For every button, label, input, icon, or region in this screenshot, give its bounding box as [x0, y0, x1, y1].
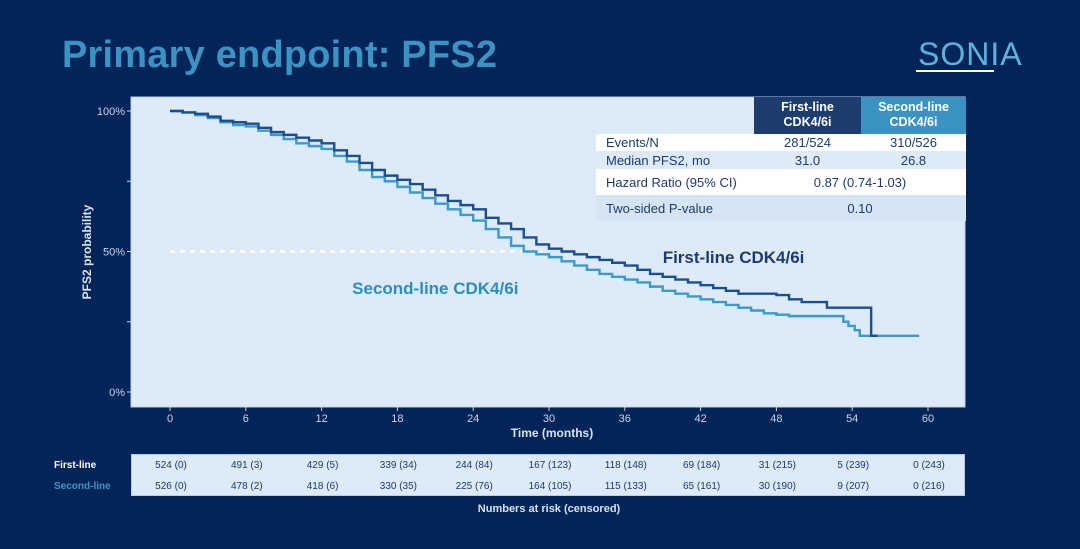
- risk-cell: 118 (148): [604, 460, 647, 471]
- risk-cell: 429 (5): [306, 460, 339, 471]
- risk-cell: 418 (6): [306, 481, 339, 492]
- y-tick-label: 50%: [103, 247, 125, 259]
- second-line-curve: [170, 109, 920, 337]
- risk-cell: 526 (0): [155, 481, 187, 492]
- risk-cell: 244 (84): [455, 460, 493, 471]
- stats-header-first-line: First-line CDK4/6i: [754, 97, 861, 134]
- y-axis: 0% 50% 100%: [97, 106, 131, 399]
- y-tick-label: 100%: [97, 106, 125, 118]
- stats-header-second-line-l1: Second-line: [878, 100, 949, 114]
- risk-cell: 491 (3): [230, 460, 263, 471]
- second-line-curve-label: Second-line CDK4/6i: [352, 279, 518, 298]
- stats-row-label: Hazard Ratio (95% CI): [606, 174, 737, 190]
- x-tick-label: 54: [846, 413, 858, 425]
- risk-cell: 478 (2): [230, 481, 263, 492]
- risk-cell: 69 (184): [682, 460, 721, 471]
- risk-cell: 164 (105): [528, 481, 572, 492]
- stats-row-p-value: Two-sided P-value 0.10: [596, 195, 966, 221]
- risk-cell: 65 (161): [682, 481, 721, 492]
- stats-row-hazard-ratio: Hazard Ratio (95% CI) 0.87 (0.74-1.03): [596, 169, 966, 195]
- stats-value-first: 281/524: [784, 135, 831, 150]
- risk-cell: 330 (35): [379, 481, 418, 492]
- first-line-curve: [170, 109, 878, 337]
- stats-header-second-line: Second-line CDK4/6i: [861, 97, 966, 134]
- stats-row-label: Two-sided P-value: [606, 200, 713, 216]
- risk-cell: 339 (34): [379, 460, 418, 471]
- risk-table-caption: Numbers at risk (censored): [477, 503, 621, 515]
- y-tick-label: 0%: [109, 387, 125, 399]
- logo-underline: [916, 70, 994, 72]
- x-tick-label: 0: [167, 413, 173, 425]
- sonia-logo: SONIA: [916, 36, 1034, 76]
- stats-row-median: Median PFS2, mo 31.0 26.8: [596, 151, 966, 169]
- x-tick-label: 12: [315, 413, 327, 425]
- stats-value-first: 31.0: [794, 152, 821, 168]
- x-tick-label: 60: [922, 413, 934, 425]
- x-tick-label: 6: [243, 413, 249, 425]
- x-tick-label: 42: [694, 413, 706, 425]
- risk-cell: 30 (190): [758, 481, 797, 492]
- stats-value-combined: 0.87 (0.74-1.03): [813, 174, 907, 190]
- risk-row-label-second-line: Second-line: [54, 481, 111, 492]
- stats-row-label: Median PFS2, mo: [606, 152, 711, 168]
- x-tick-label: 30: [543, 413, 555, 425]
- x-tick-label: 36: [619, 413, 631, 425]
- logo-text: SONIA: [918, 36, 1023, 72]
- risk-cell: 31 (215): [758, 460, 797, 471]
- y-axis-label: PFS2 probability: [80, 204, 94, 299]
- stats-row-events: Events/N 281/524 310/526: [596, 134, 966, 151]
- x-tick-label: 24: [467, 413, 479, 425]
- risk-cell: 9 (207): [837, 481, 870, 492]
- stats-header-second-line-l2: CDK4/6i: [889, 115, 938, 129]
- x-tick-label: 48: [770, 413, 782, 425]
- risk-cell: 0 (216): [913, 481, 945, 492]
- stats-header-first-line-l1: First-line: [781, 100, 834, 114]
- first-line-curve-label: First-line CDK4/6i: [663, 248, 805, 267]
- x-tick-label: 18: [391, 413, 403, 425]
- risk-row-label-first-line: First-line: [54, 460, 97, 471]
- stats-header-first-line-l2: CDK4/6i: [783, 115, 832, 129]
- stats-value-combined: 0.10: [847, 200, 873, 216]
- page-title: Primary endpoint: PFS2: [62, 34, 498, 76]
- risk-cell: 115 (133): [604, 481, 647, 492]
- risk-cell: 167 (123): [528, 460, 572, 471]
- risk-cell: 5 (239): [837, 460, 870, 471]
- risk-cell: 0 (243): [913, 460, 945, 471]
- stats-row-label: Events/N: [606, 135, 659, 150]
- stats-value-second: 26.8: [900, 152, 927, 168]
- x-axis: 0 6 12 18 24 30 36 42 48 54 60: [167, 407, 934, 425]
- risk-cell: 225 (76): [455, 481, 493, 492]
- stats-value-second: 310/526: [890, 135, 937, 150]
- numbers-at-risk-table: 524 (0) 491 (3) 429 (5) 339 (34) 244 (84) 167…: [131, 454, 965, 496]
- x-axis-label: Time (months): [511, 426, 593, 440]
- risk-cell: 524 (0): [155, 460, 187, 471]
- survival-curves: [170, 109, 920, 337]
